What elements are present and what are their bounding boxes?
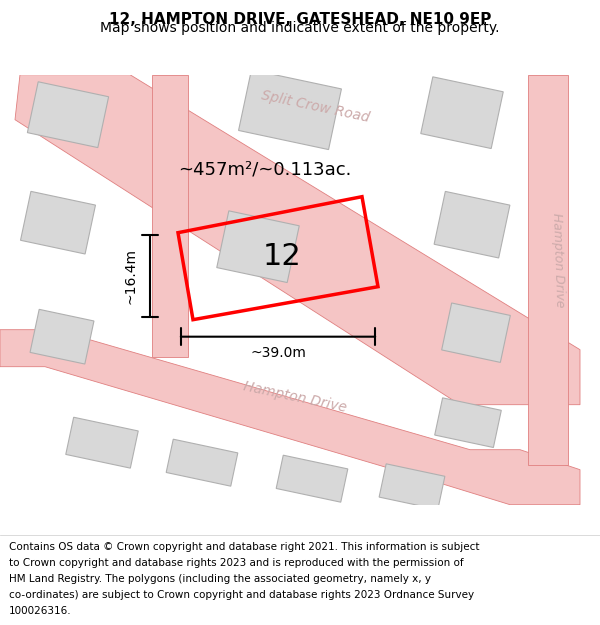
Polygon shape	[421, 77, 503, 149]
Polygon shape	[442, 303, 511, 362]
Polygon shape	[435, 398, 501, 448]
Polygon shape	[166, 439, 238, 486]
Polygon shape	[239, 70, 341, 149]
Polygon shape	[30, 309, 94, 364]
Text: Map shows position and indicative extent of the property.: Map shows position and indicative extent…	[100, 21, 500, 35]
Text: ~16.4m: ~16.4m	[123, 248, 137, 304]
Text: Hampton Drive: Hampton Drive	[550, 212, 566, 308]
Text: Split Crow Road: Split Crow Road	[260, 88, 370, 125]
Text: ~457m²/~0.113ac.: ~457m²/~0.113ac.	[178, 161, 352, 179]
Polygon shape	[66, 418, 138, 468]
Polygon shape	[276, 455, 348, 502]
Polygon shape	[152, 74, 188, 357]
Polygon shape	[28, 82, 109, 148]
Text: HM Land Registry. The polygons (including the associated geometry, namely x, y: HM Land Registry. The polygons (includin…	[9, 574, 431, 584]
Text: ~39.0m: ~39.0m	[250, 346, 306, 359]
Polygon shape	[379, 464, 445, 509]
Polygon shape	[528, 74, 568, 465]
Text: 12: 12	[263, 242, 301, 271]
Polygon shape	[20, 191, 95, 254]
Polygon shape	[15, 74, 580, 405]
Polygon shape	[434, 191, 510, 258]
Text: Hampton Drive: Hampton Drive	[242, 379, 348, 414]
Text: to Crown copyright and database rights 2023 and is reproduced with the permissio: to Crown copyright and database rights 2…	[9, 558, 464, 568]
Text: Contains OS data © Crown copyright and database right 2021. This information is : Contains OS data © Crown copyright and d…	[9, 542, 479, 552]
Text: co-ordinates) are subject to Crown copyright and database rights 2023 Ordnance S: co-ordinates) are subject to Crown copyr…	[9, 590, 474, 600]
Polygon shape	[0, 330, 580, 505]
Text: 12, HAMPTON DRIVE, GATESHEAD, NE10 9EP: 12, HAMPTON DRIVE, GATESHEAD, NE10 9EP	[109, 12, 491, 27]
Text: 100026316.: 100026316.	[9, 606, 71, 616]
Polygon shape	[217, 211, 299, 282]
